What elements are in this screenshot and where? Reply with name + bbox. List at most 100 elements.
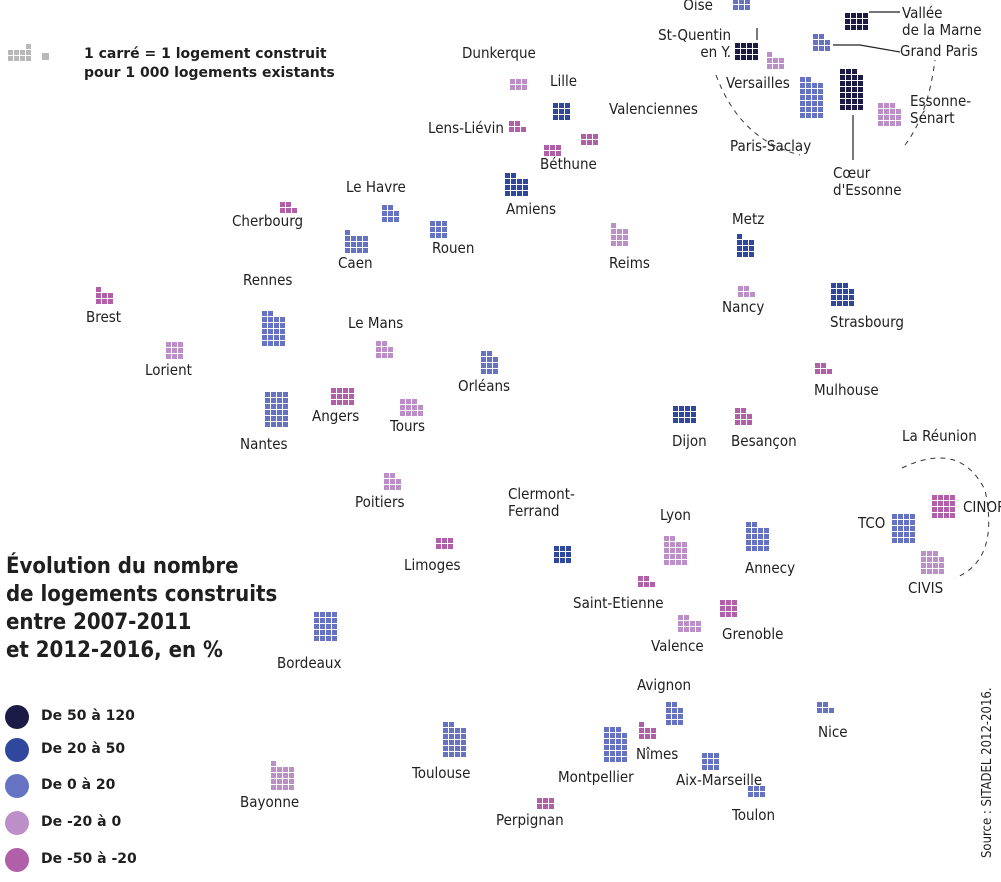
square-avignon [666, 702, 671, 707]
square-angers [349, 400, 354, 405]
square-aix-marseille [702, 753, 707, 758]
square-c-ur-d-essonne [846, 87, 851, 92]
square-civis [939, 557, 944, 562]
square-lorient [178, 354, 183, 359]
square-nantes [265, 410, 270, 415]
square-vallee-de-la-marne [845, 19, 850, 24]
square-rennes [274, 317, 279, 322]
square-lille [559, 115, 564, 120]
square-valenciennes [593, 134, 598, 139]
square-annecy [746, 540, 751, 545]
square-paris-saclay [818, 89, 823, 94]
square-strasbourg [849, 289, 854, 294]
square-aix-marseille [714, 753, 719, 758]
legend-label-4: De -50 à -20 [41, 851, 137, 867]
square-metz [737, 252, 742, 257]
square-paris-saclay [812, 95, 817, 100]
square-grand-paris [819, 34, 824, 39]
square-clermont-ferrand [566, 558, 571, 563]
square-dunkerque [522, 85, 527, 90]
square-cinor [944, 513, 949, 518]
squares-montpellier [604, 727, 627, 762]
square-nimes [639, 728, 644, 733]
squares-grand-paris [813, 34, 830, 51]
source-note: Source : SITADEL 2012-2016. [980, 687, 995, 858]
square-aix-marseille [702, 765, 707, 770]
square-le-mans [376, 353, 381, 358]
square-montpellier [622, 739, 627, 744]
square-bordeaux [326, 624, 331, 629]
label-paris-saclay: Paris-Saclay [730, 137, 811, 155]
square-angers [343, 388, 348, 393]
city-square-groups [96, 0, 955, 809]
square-avignon [672, 720, 677, 725]
label-montpellier: Montpellier [558, 768, 634, 786]
square-bethune [544, 145, 549, 150]
square-strasbourg [831, 283, 836, 288]
label-mulhouse: Mulhouse [814, 381, 879, 399]
square-bordeaux [332, 624, 337, 629]
square-vallee-de-la-marne [857, 13, 862, 18]
square-grand-paris [813, 34, 818, 39]
square-strasbourg [831, 295, 836, 300]
square-bordeaux [320, 630, 325, 635]
square-nimes [639, 734, 644, 739]
squares-orleans [481, 351, 498, 374]
square-strasbourg [837, 283, 842, 288]
square-caen [345, 248, 350, 253]
squares-lyon [664, 536, 687, 565]
square-clermont-ferrand [566, 546, 571, 551]
legend-label-1: De 20 à 50 [41, 741, 126, 757]
square-avignon [672, 714, 677, 719]
label-lille: Lille [550, 72, 577, 90]
square-c-ur-d-essonne [840, 105, 845, 110]
square-dijon [691, 406, 696, 411]
square-amiens [517, 179, 522, 184]
square-dijon [673, 412, 678, 417]
square-rouen [430, 221, 435, 226]
square-toulouse [461, 746, 466, 751]
square-lille [553, 109, 558, 114]
squares-angers [331, 388, 354, 405]
square-c-ur-d-essonne [852, 75, 857, 80]
square-montpellier [616, 757, 621, 762]
square-avignon [678, 714, 683, 719]
square-valence [690, 621, 695, 626]
square-lille [559, 109, 564, 114]
square-toulon [754, 786, 759, 791]
square-rennes [268, 341, 273, 346]
square-nantes [265, 392, 270, 397]
square-toulouse [443, 728, 448, 733]
square-tours [412, 405, 417, 410]
square-c-ur-d-essonne [846, 81, 851, 86]
square-strasbourg [849, 301, 854, 306]
square-montpellier [622, 751, 627, 756]
label-cherbourg: Cherbourg [232, 212, 303, 230]
square-montpellier [610, 739, 615, 744]
square-toulon [760, 786, 765, 791]
square-annecy [752, 534, 757, 539]
square-nantes [271, 410, 276, 415]
square-le-havre [382, 211, 387, 216]
square-dijon [685, 406, 690, 411]
square-montpellier [610, 745, 615, 750]
label-oise: Oise [683, 0, 713, 14]
square-civis [933, 569, 938, 574]
square-caen [345, 236, 350, 241]
square-nantes [271, 416, 276, 421]
square-cinor [932, 513, 937, 518]
square-rennes [262, 341, 267, 346]
square-perpignan [537, 804, 542, 809]
square-nantes [277, 398, 282, 403]
square-tours [406, 399, 411, 404]
square-bordeaux [332, 630, 337, 635]
square-lorient [172, 348, 177, 353]
square-lyon [670, 542, 675, 547]
square-paris-saclay [812, 89, 817, 94]
square-nice [823, 708, 828, 713]
square-c-ur-d-essonne [858, 81, 863, 86]
square-toulouse [443, 752, 448, 757]
square-nantes [283, 422, 288, 427]
square-saint-etienne [638, 582, 643, 587]
